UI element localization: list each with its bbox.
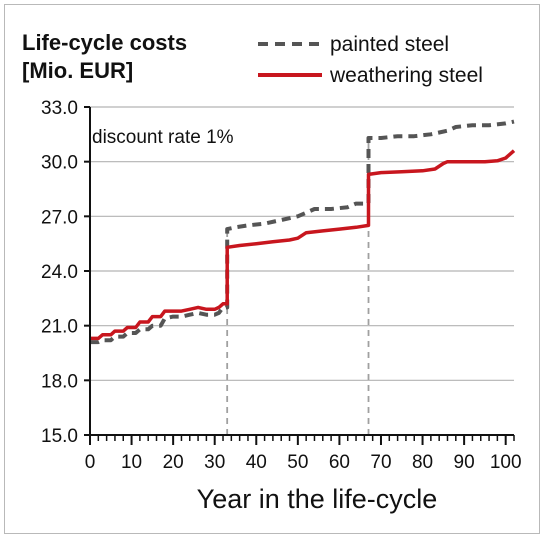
y-tick-label-0: 15.0 bbox=[41, 426, 78, 447]
series-line-weathering-steel bbox=[90, 149, 516, 341]
legend: painted steel weathering steel bbox=[258, 33, 483, 87]
y-tick-label-4: 27.0 bbox=[41, 207, 78, 228]
y-tick-label-1: 18.0 bbox=[41, 371, 78, 392]
x-tick-label-5: 50 bbox=[287, 452, 308, 473]
annotation-discount-rate: discount rate 1% bbox=[92, 127, 234, 148]
series-layer bbox=[90, 119, 516, 345]
x-tick-label-10: 100 bbox=[490, 452, 522, 473]
y-axis-title-line-1: Life-cycle costs bbox=[22, 30, 187, 55]
x-tick-label-1: 10 bbox=[121, 452, 142, 473]
x-tick-label-7: 70 bbox=[370, 452, 391, 473]
y-axis-title-line-2: [Mio. EUR] bbox=[22, 58, 133, 83]
y-tick-label-6: 33.0 bbox=[41, 98, 78, 119]
y-tick-labels: 15.0 18.0 21.0 24.0 27.0 30.0 33.0 bbox=[41, 98, 78, 447]
x-axis-title: Year in the life-cycle bbox=[197, 484, 438, 514]
x-tick-label-0: 0 bbox=[85, 452, 96, 473]
y-tick-label-2: 21.0 bbox=[41, 317, 78, 338]
x-tick-label-9: 90 bbox=[454, 452, 475, 473]
chart-frame bbox=[4, 4, 540, 534]
x-tick-label-8: 80 bbox=[412, 452, 433, 473]
x-tick-label-6: 60 bbox=[329, 452, 350, 473]
axes bbox=[84, 106, 515, 445]
y-tick-label-5: 30.0 bbox=[41, 153, 78, 174]
gridlines bbox=[90, 106, 514, 381]
legend-label-weathering-steel: weathering steel bbox=[329, 64, 483, 87]
x-tick-label-2: 20 bbox=[163, 452, 184, 473]
y-tick-label-3: 24.0 bbox=[41, 262, 78, 283]
x-tick-label-4: 40 bbox=[246, 452, 267, 473]
x-tick-labels: 0 10 20 30 40 50 60 70 80 90 100 bbox=[85, 452, 522, 473]
series-line-painted-steel bbox=[90, 119, 515, 345]
x-tick-label-3: 30 bbox=[204, 452, 225, 473]
reference-lines bbox=[226, 137, 370, 435]
legend-label-painted-steel: painted steel bbox=[330, 33, 449, 56]
